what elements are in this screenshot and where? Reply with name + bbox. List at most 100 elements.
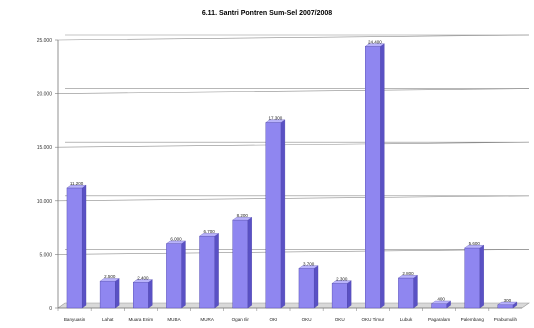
bar-side — [247, 217, 252, 309]
bar — [265, 119, 286, 309]
bar-front — [166, 243, 182, 309]
bar-top — [364, 43, 385, 47]
bar-front — [298, 268, 315, 309]
bar-front — [464, 247, 481, 309]
bar-side — [214, 233, 219, 309]
x-tick-label: MUBA — [167, 317, 181, 322]
bar — [397, 274, 418, 309]
bar-front — [199, 235, 215, 309]
data-label: 400 — [437, 297, 445, 302]
data-label: 8.200 — [237, 213, 249, 218]
bar — [364, 43, 385, 309]
gridline — [57, 249, 530, 255]
bar — [99, 278, 120, 309]
data-label: 17.300 — [269, 116, 283, 121]
bar — [497, 301, 518, 309]
bar-top — [331, 280, 352, 284]
data-label: 6.700 — [204, 229, 216, 234]
x-tick-label: OKU Timur — [361, 317, 384, 322]
bars — [66, 43, 518, 309]
x-tick-label: MURA — [200, 317, 214, 322]
bar-top — [265, 119, 286, 123]
data-label: 2.800 — [402, 271, 414, 276]
y-tick-label: 5.000 — [39, 252, 52, 258]
bar-front — [431, 303, 447, 309]
bar — [132, 279, 153, 309]
chart-title: 6.11. Santri Pontren Sum-Sel 2007/2008 — [202, 10, 332, 17]
gridline — [57, 195, 530, 202]
bar-top — [464, 245, 485, 249]
bar-side — [380, 43, 385, 309]
bar — [66, 184, 87, 309]
gridline — [57, 88, 530, 94]
y-tick-label: 10.000 — [37, 199, 53, 205]
y-tick-label: 25.000 — [37, 38, 53, 44]
bar — [232, 217, 253, 309]
bar-top — [165, 240, 186, 244]
data-label: 11.200 — [70, 181, 84, 186]
data-label: 300 — [504, 298, 512, 303]
bar-front — [133, 282, 149, 309]
y-tick-label: 20.000 — [37, 92, 53, 98]
data-label: 24.400 — [368, 39, 382, 44]
data-label: 2.500 — [104, 274, 116, 279]
bar-top — [199, 233, 220, 237]
bar-side — [82, 184, 87, 309]
bar-top — [497, 301, 518, 305]
bar-front — [497, 304, 514, 309]
bar — [165, 240, 186, 309]
bar-top — [132, 279, 153, 283]
bar-side — [280, 119, 286, 309]
data-label: 3.700 — [303, 261, 315, 266]
bar-front — [331, 283, 348, 309]
data-label: 2.400 — [137, 275, 149, 280]
bar-top — [397, 275, 418, 279]
x-tick-label: Pagaralam — [428, 317, 450, 322]
x-tick-label: Prabumulih — [494, 317, 518, 322]
bar-front — [365, 46, 381, 309]
y-tick-label: 0 — [49, 306, 52, 312]
bar-top — [232, 217, 253, 221]
y-axis: 0 5.000 10.000 15.000 20.000 25.000 — [37, 38, 58, 312]
bar-front — [265, 122, 282, 309]
bar-side — [181, 240, 186, 309]
bar — [431, 300, 452, 309]
bar-front — [99, 281, 116, 309]
bar-top — [431, 300, 452, 304]
bar-front — [66, 187, 83, 309]
bar-side — [413, 274, 418, 309]
x-tick-label: Muara Enim — [128, 317, 153, 322]
data-label: 2.300 — [336, 276, 348, 281]
bar-front — [232, 219, 249, 309]
gridlines — [57, 34, 530, 255]
bar-side — [479, 244, 484, 309]
data-label: 6.000 — [170, 237, 182, 242]
bar-top — [99, 278, 120, 282]
floor — [57, 302, 530, 309]
bar-top — [298, 265, 319, 269]
bar — [199, 233, 220, 309]
data-label: 5.600 — [469, 241, 481, 246]
bar-side — [347, 280, 352, 309]
bar-side — [314, 265, 319, 309]
bar-side — [148, 279, 153, 309]
bar-top — [66, 185, 87, 189]
x-tick-label: Ogan Ilir — [232, 317, 250, 322]
x-tick-label: OKI — [269, 317, 277, 322]
bar-side — [115, 278, 120, 309]
y-tick-label: 15.000 — [37, 145, 53, 151]
bar — [331, 280, 352, 309]
gridline — [57, 141, 530, 148]
x-axis: Banyuasin Lahat Muara Enim MUBA MURA Ogan Ili… — [57, 308, 518, 322]
x-tick-label: OKU — [335, 317, 345, 322]
data-labels: 11.200 2.500 2.400 6.000 6.700 8.200 17.300 3.7… — [70, 39, 512, 302]
x-tick-label: Lubuk — [400, 317, 413, 322]
x-tick-label: OKU — [302, 317, 312, 322]
gridline — [57, 34, 530, 41]
x-tick-label: Lahat — [102, 317, 114, 322]
bar — [464, 244, 485, 309]
bar-front — [398, 277, 414, 309]
bar — [298, 265, 319, 309]
